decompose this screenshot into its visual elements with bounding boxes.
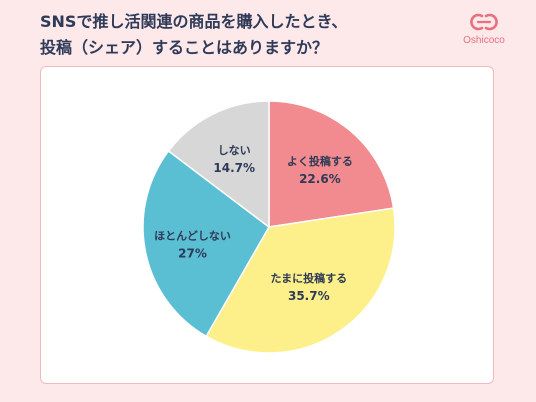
title-line-1: SNSで推し活関連の商品を購入したとき、 (40, 12, 348, 31)
page-title: SNSで推し活関連の商品を購入したとき、 投稿（シェア）することはありますか？ (40, 9, 440, 61)
title-line-2: 投稿（シェア）することはありますか？ (40, 38, 329, 57)
brand-logo: Oshicoco (452, 12, 516, 56)
slice-label-3: ほとんどしない (154, 230, 231, 243)
slice-label-4: しない (218, 144, 251, 157)
oshicoco-logo-icon (470, 13, 498, 31)
slice-label-1: よく投稿する (287, 154, 353, 168)
slice-value-4: 14.7% (213, 161, 255, 175)
pie-chart: よく投稿する 22.6% たまに投稿する 35.7% ほとんどしない 27% しない 14.7… (142, 100, 396, 354)
pie-slice-1 (268, 100, 395, 228)
pie-slice-4 (167, 100, 270, 229)
chart-card: よく投稿する 22.6% たまに投稿する 35.7% ほとんどしない 27% しない 14.7… (40, 66, 494, 384)
pie-slice-3 (142, 149, 270, 338)
slice-value-1: 22.6% (299, 172, 341, 186)
slice-value-2: 35.7% (288, 289, 330, 303)
logo-text: Oshicoco (463, 35, 505, 46)
slice-value-3: 27% (178, 247, 207, 261)
slice-label-2: たまに投稿する (270, 271, 347, 285)
pie-slice-2 (205, 207, 396, 354)
